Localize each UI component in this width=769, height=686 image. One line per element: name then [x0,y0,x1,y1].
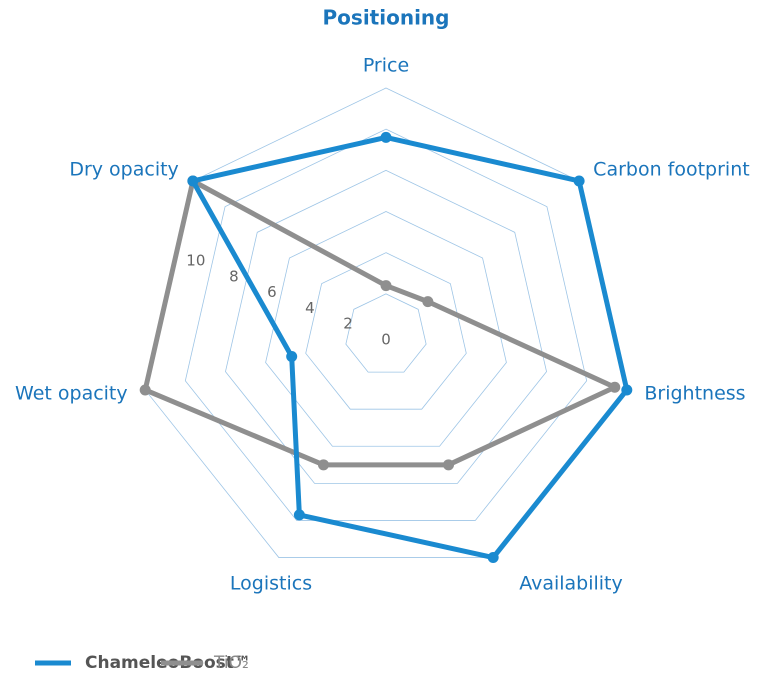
category-label: Logistics [230,572,312,594]
point [621,384,633,396]
grid-ring [345,293,427,373]
point [317,459,329,471]
category-label: Wet opacity [15,382,128,404]
point [293,509,305,521]
category-label: Price [363,55,409,77]
point [573,175,585,187]
category-label: Availability [519,572,623,594]
category-label: Brightness [644,382,745,404]
point [380,280,392,292]
point [380,131,392,143]
r-tick-label: 2 [343,315,353,333]
grid-ring [184,128,588,521]
point [187,175,199,187]
point [487,552,499,564]
grid-ring [144,87,628,558]
legend-label: TiO₂ [213,653,249,673]
point [609,381,621,393]
category-label: Carbon footprint [593,158,750,180]
series-line [190,134,630,561]
series-line [142,178,618,468]
grid-ring [265,211,507,447]
point [422,296,434,308]
point [286,351,298,363]
grid-ring [225,169,547,484]
grid-ring [305,252,467,410]
r-tick-label: 8 [229,267,239,285]
r-tick-label: 10 [186,252,205,270]
point [443,459,455,471]
category-label: Dry opacity [69,158,178,180]
point [139,384,151,396]
r-tick-label: 6 [267,283,277,301]
r-tick-label: 0 [381,331,391,349]
chart-title: Positioning [323,6,450,30]
r-tick-label: 4 [305,299,315,317]
